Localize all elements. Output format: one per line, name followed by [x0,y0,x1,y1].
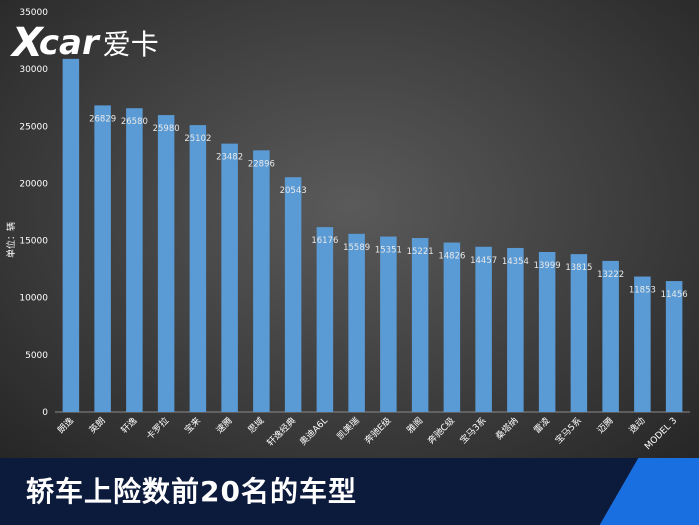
x-tick-label: 速腾 [214,415,235,436]
data-labels: 26829 26580 25980 25102 23482 22896 20543 16176… [89,114,688,300]
y-tick-label: 35000 [19,8,48,18]
bar-data-label: 13222 [597,270,624,280]
bar [157,115,175,412]
x-tick-label: 宝马3系 [457,415,489,447]
bar [221,143,238,413]
bar [189,125,207,413]
x-tick-label: 宝马5系 [552,415,584,447]
bar [380,236,397,412]
x-tick-label: 凯美瑞 [334,415,362,443]
chart-area: 0 5000 10000 15000 20000 25000 30000 35000 2682… [0,0,699,458]
bar-data-label: 14457 [470,256,497,266]
bar-data-label: 15221 [407,247,434,257]
bar [634,276,651,412]
bar [348,233,365,412]
bar-data-label: 16176 [311,236,338,246]
bar [126,108,143,412]
x-tick-label: 英朗 [87,415,108,436]
x-tick-label: 朗逸 [55,415,76,436]
x-tick-label: 迈腾 [595,415,616,436]
bar [316,227,334,412]
logo-car-text: car [38,23,99,63]
xcar-logo: X car 爱卡 [12,18,159,68]
x-tick-label: 卡罗拉 [144,415,172,443]
bars [62,58,683,413]
y-tick-label: 30000 [19,65,48,75]
bar-data-label: 11456 [661,290,688,300]
y-tick-label: 25000 [19,122,48,132]
bar-data-label: 15589 [343,243,370,253]
logo-x-mark: X [12,20,43,66]
bar-data-label: 25980 [153,124,180,134]
bar-data-label: 25102 [184,134,211,144]
x-tick-label: 逸动 [627,415,648,436]
bar [507,247,524,412]
bar-data-label: 26829 [89,114,116,124]
y-tick-label: 10000 [19,294,48,304]
logo-cn-text: 爱卡 [102,28,159,61]
bar [411,238,429,412]
bar-data-label: 22896 [248,159,275,169]
bar-data-label: 23482 [216,153,243,163]
x-tick-label: 轩逸经典 [264,415,298,449]
bar-chart: 0 5000 10000 15000 20000 25000 30000 35000 2682… [5,8,690,453]
bar-data-label: 26580 [121,117,148,127]
x-tick-label: 奥迪A6L [297,415,330,448]
x-tick-label: 奔驰E级 [362,415,394,447]
bar [284,177,302,412]
bar [665,281,683,412]
bar [253,150,270,412]
y-axis-label: 单位：辆 [5,222,17,258]
x-tick-label: 雅阁 [404,415,425,436]
bar [62,58,80,412]
bar [570,254,588,412]
bar [443,242,461,412]
y-tick-label: 0 [42,408,48,418]
bar [538,252,556,412]
x-axis: 朗逸 英朗 轩逸 卡罗拉 宝来 速腾 思域 轩逸经典 奥迪A6L 凯美瑞 奔驰E级 雅阁 奔驰C级 宝马3… [55,415,679,453]
x-tick-label: 轩逸 [118,415,139,436]
x-tick-label: 奔驰C级 [425,415,457,447]
banner-title: 轿车上险数前20名的车型 [26,475,357,508]
bar-data-label: 15351 [375,246,402,256]
y-tick-label: 15000 [19,237,48,247]
bar-data-label: 13999 [534,261,561,271]
x-tick-label: MODEL 3 [643,416,679,452]
bar [475,246,492,412]
bar [94,105,111,412]
title-banner: 轿车上险数前20名的车型 [0,458,699,525]
bar-data-label: 20543 [280,186,307,196]
bar-data-label: 14354 [502,257,529,267]
bar-data-label: 13815 [565,263,592,273]
banner-accent-block [599,458,699,525]
x-tick-label: 思域 [245,415,266,436]
y-tick-label: 20000 [19,179,48,189]
x-tick-label: 宝来 [182,415,203,436]
x-tick-label: 雷凌 [531,415,552,436]
bar-data-label: 14826 [438,252,465,262]
y-tick-label: 5000 [25,351,48,361]
x-tick-label: 桑塔纳 [493,415,521,443]
bar-data-label: 11853 [629,286,656,296]
bar [602,260,619,412]
